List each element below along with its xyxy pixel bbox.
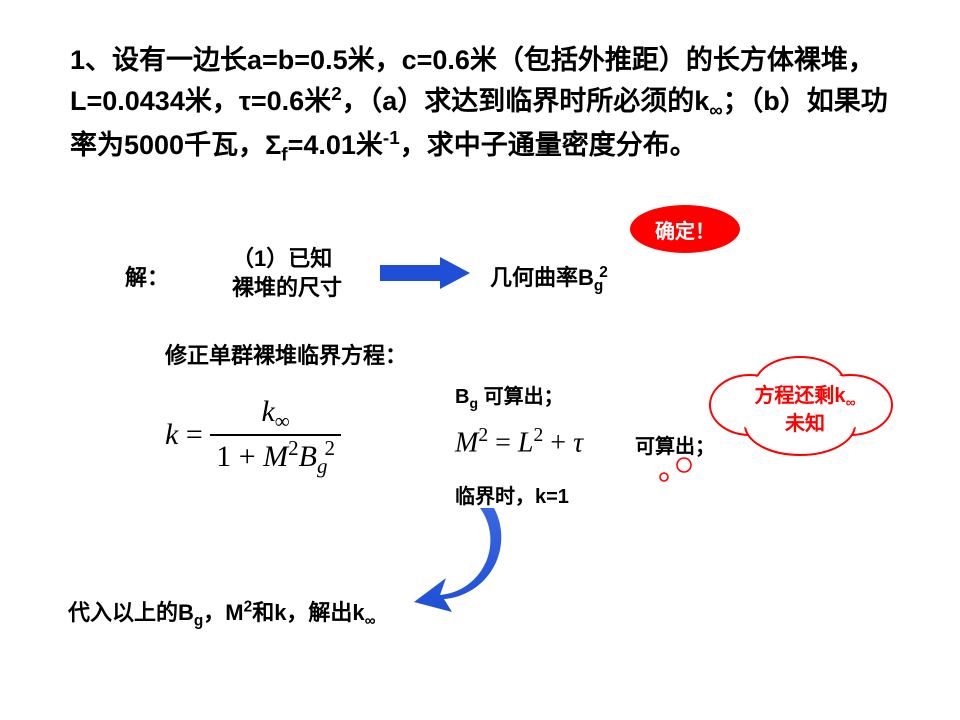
curve-arrow-icon xyxy=(410,500,530,620)
corrected-equation-label: 修正单群裸堆临界方程： xyxy=(165,338,407,370)
known-line1: （1）已知 xyxy=(232,245,342,274)
known-block: （1）已知 裸堆的尺寸 xyxy=(232,245,342,302)
arrow-right-icon xyxy=(380,255,470,291)
text: ∞ xyxy=(365,612,376,629)
text: 2 xyxy=(331,84,342,105)
slide: 1、设有一边长a=b=0.5米，c=0.6米（包括外推距）的长方体裸堆，L=0.… xyxy=(0,0,960,720)
cloud-text: 方程还剩k∞ 未知 xyxy=(730,383,880,437)
text: g xyxy=(194,612,203,629)
text: ，M xyxy=(203,600,243,625)
text: ，求中子通量密度分布。 xyxy=(400,130,697,160)
confirm-badge: 确定！ xyxy=(630,205,740,253)
solution-label: 解： xyxy=(125,260,169,292)
text: 方程还剩k xyxy=(754,385,845,407)
text: B xyxy=(455,386,469,408)
text: =4.01米 xyxy=(288,130,383,160)
cloud-line2: 未知 xyxy=(730,411,880,437)
text: ∞ xyxy=(846,394,856,410)
text: 和k，解出k xyxy=(252,600,364,625)
cloud-line1: 方程还剩k∞ xyxy=(730,383,880,411)
confirm-text: 确定！ xyxy=(655,215,715,244)
bubble-dots-icon xyxy=(656,455,706,485)
known-line2: 裸堆的尺寸 xyxy=(232,274,342,303)
text: 几何曲率B xyxy=(490,265,594,290)
text: 可算出； xyxy=(484,386,564,408)
geometric-buckling-label: 几何曲率Bg2 xyxy=(490,260,608,295)
substitute-text: 代入以上的Bg，M2和k，解出k∞ xyxy=(68,595,376,630)
text: 2 xyxy=(244,599,253,616)
text: 2 xyxy=(599,264,608,281)
text: g xyxy=(469,395,478,411)
bg-calculable: Bg 可算出； xyxy=(455,380,564,411)
text: 代入以上的B xyxy=(68,600,194,625)
text: -1 xyxy=(383,128,400,149)
text: ，（a）求达到临界时所必须的k xyxy=(342,86,710,116)
problem-statement: 1、设有一边长a=b=0.5米，c=0.6米（包括外推距）的长方体裸堆，L=0.… xyxy=(70,40,890,170)
equation-m2: M2 = L2 + τ xyxy=(455,425,583,459)
text: ∞ xyxy=(709,100,722,121)
equation-k: k = k∞ 1 + M2Bg2 xyxy=(165,395,341,479)
